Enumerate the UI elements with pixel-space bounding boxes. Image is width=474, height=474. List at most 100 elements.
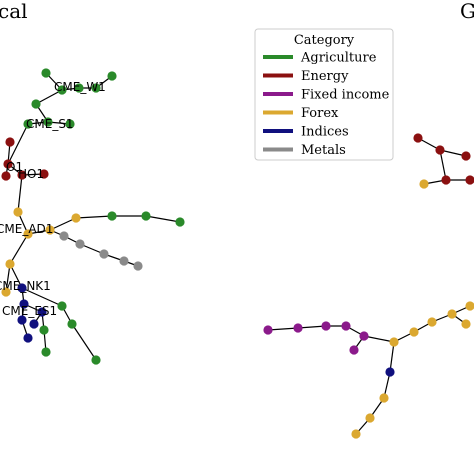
right-node-energy (441, 175, 451, 185)
right-node-fixed (341, 321, 351, 331)
left-node-agriculture (23, 119, 33, 129)
left-edge-s_d-e_b (7, 123, 29, 165)
left-node-agriculture (91, 83, 101, 93)
left-edge-f_b-x_a (9, 233, 29, 265)
left-node-agriculture (74, 83, 84, 93)
right-edge-r_f1-r_f2 (267, 327, 299, 331)
legend-entries: Agriculture Energy Fixed income Forex Indice… (263, 51, 390, 158)
right-node-energy (465, 175, 474, 185)
left-node-agriculture (67, 319, 77, 329)
left-node-agriculture (107, 71, 117, 81)
left-edge-f_c-f_d (49, 217, 77, 231)
left-node-energy (1, 171, 11, 181)
left-node-agriculture (41, 68, 51, 78)
right-node-energy (435, 145, 445, 155)
legend: Category Agriculture Energy Fixed income Fo… (254, 28, 394, 161)
legend-box (254, 28, 394, 161)
left-node-agriculture (43, 117, 53, 127)
right-node-forex (465, 301, 474, 311)
left-node-forex (23, 229, 33, 239)
left-node-agriculture (41, 347, 51, 357)
left-node-agriculture (65, 119, 75, 129)
left-node-metals (75, 239, 85, 249)
legend-label-forex: Forex (301, 106, 339, 121)
left-edge-g_b-g_d (71, 323, 97, 361)
right-node-forex (409, 327, 419, 337)
right-edge-r_e2-r_e4 (439, 149, 447, 181)
left-node-forex (5, 259, 15, 269)
left-node-energy (3, 159, 13, 169)
left-node-indices (17, 283, 27, 293)
right-node-forex (389, 337, 399, 347)
left-edge-f_d-f_e (75, 215, 113, 219)
left-node-metals (59, 231, 69, 241)
left-edge-f_f-f_g (145, 215, 181, 223)
legend-title: Category (294, 33, 355, 48)
right-edge-r_x1-r_i1 (389, 341, 395, 373)
left-node-metals (133, 261, 143, 271)
legend-label-agriculture: Agriculture (300, 51, 377, 66)
right-node-fixed (321, 321, 331, 331)
right-node-forex (447, 309, 457, 319)
left-node-indices (37, 307, 47, 317)
right-graph-nodes (263, 133, 474, 439)
legend-label-indices: Indices (301, 125, 349, 140)
left-panel-title: cal (0, 0, 28, 23)
right-node-fixed (349, 345, 359, 355)
right-node-fixed (263, 325, 273, 335)
right-node-forex (461, 319, 471, 329)
left-node-forex (1, 287, 11, 297)
left-node-metals (99, 249, 109, 259)
left-node-agriculture (107, 211, 117, 221)
right-node-forex (365, 413, 375, 423)
node-label-o1: O1 (6, 160, 23, 174)
left-node-energy (39, 169, 49, 179)
left-edge-i_a-g_a (21, 287, 63, 307)
left-node-indices (29, 319, 39, 329)
left-edge-w_a-s_a (35, 89, 63, 105)
left-node-agriculture (175, 217, 185, 227)
right-edge-r_f5-r_x1 (363, 335, 395, 343)
right-panel-title: G (460, 0, 474, 23)
node-label-ad1: CME_AD1 (0, 222, 53, 236)
left-node-agriculture (57, 85, 67, 95)
right-node-forex (419, 179, 429, 189)
node-label-ho1: HO1 (18, 167, 44, 181)
left-node-agriculture (39, 325, 49, 335)
node-label-es1: CME_ES1 (2, 304, 57, 318)
left-node-agriculture (57, 301, 67, 311)
left-node-energy (5, 137, 15, 147)
right-graph-edges (267, 137, 471, 435)
left-node-indices (23, 333, 33, 343)
right-node-fixed (359, 331, 369, 341)
left-node-agriculture (91, 355, 101, 365)
left-edge-e_c-f_a (17, 174, 23, 213)
left-edge-x_a-x_b (5, 263, 11, 293)
left-node-forex (13, 207, 23, 217)
node-label-w1: CME_W1 (54, 80, 106, 94)
node-labels: CME_W1 CME_S1 O1 HO1 CME_AD1 CME_NK1 CME… (0, 80, 106, 318)
right-node-energy (413, 133, 423, 143)
left-node-agriculture (141, 211, 151, 221)
left-node-metals (119, 256, 129, 266)
left-node-indices (19, 299, 29, 309)
left-node-energy (17, 170, 27, 180)
legend-label-energy: Energy (301, 69, 349, 84)
right-node-fixed (293, 323, 303, 333)
legend-label-metals: Metals (301, 143, 346, 158)
right-node-energy (461, 151, 471, 161)
left-node-forex (71, 213, 81, 223)
right-edge-r_f2-r_f3 (297, 325, 327, 329)
right-node-forex (427, 317, 437, 327)
left-node-agriculture (31, 99, 41, 109)
right-node-forex (351, 429, 361, 439)
left-node-indices (17, 315, 27, 325)
legend-label-fixed: Fixed income (301, 88, 390, 103)
right-node-forex (379, 393, 389, 403)
right-node-indices (385, 367, 395, 377)
node-label-s1: CME_S1 (26, 117, 74, 131)
node-label-nk1: CME_NK1 (0, 279, 51, 293)
left-node-forex (45, 225, 55, 235)
left-graph-nodes (1, 68, 185, 365)
